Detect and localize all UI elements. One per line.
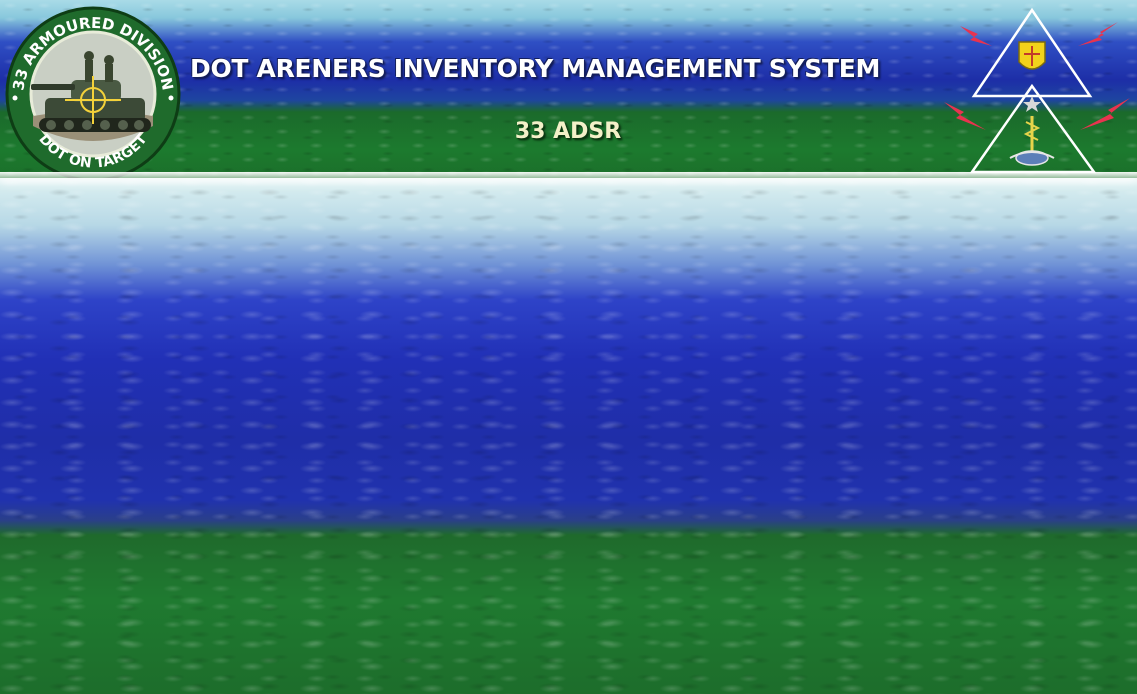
header-banner: 33 ARMOURED DIVISION DOT ON TARGET DOT A… [0, 0, 1137, 186]
app-subtitle: 33 ADSR [514, 119, 622, 144]
tank-emblem-icon: 33 ARMOURED DIVISION DOT ON TARGET [1, 6, 185, 178]
banner-texture [0, 0, 1137, 178]
triangle-insignia-icon [940, 4, 1136, 178]
app-title: DOT ARENERS INVENTORY MANAGEMENT SYSTEM [190, 54, 881, 83]
